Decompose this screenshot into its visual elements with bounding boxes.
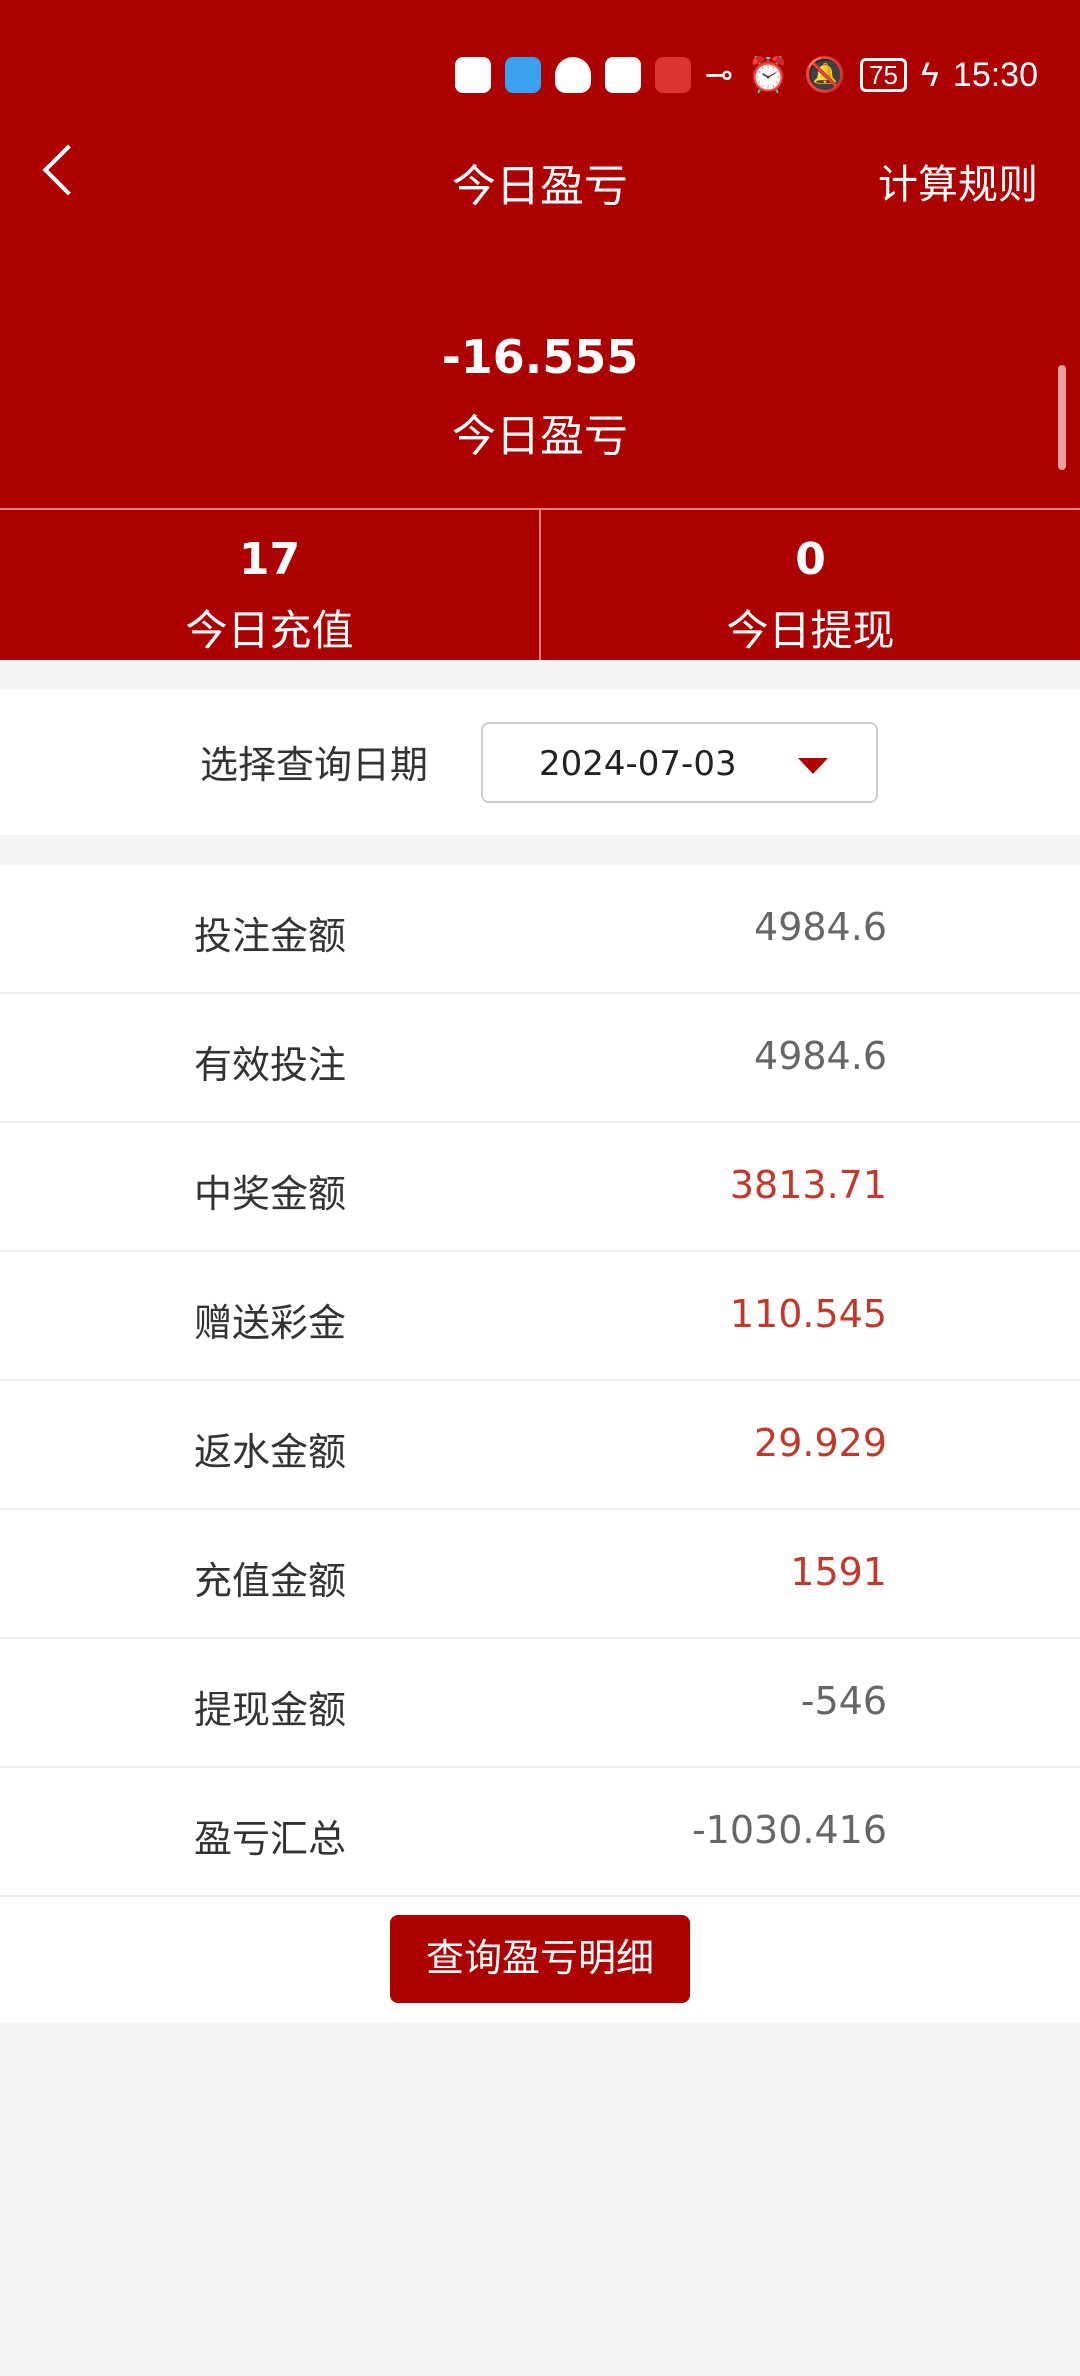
item-value: -546 bbox=[800, 1679, 887, 1723]
item-label: 有效投注 bbox=[194, 1043, 347, 1087]
battery-indicator: 75 bbox=[859, 58, 907, 92]
date-label: 选择查询日期 bbox=[200, 743, 429, 787]
item-value: 4984.6 bbox=[754, 905, 887, 949]
honor-diamond-app-icon bbox=[604, 57, 641, 93]
item-value: 3813.71 bbox=[729, 1163, 887, 1207]
query-detail-button[interactable]: 查询盈亏明细 bbox=[390, 1915, 690, 2003]
stat-recharge: 17 今日充值 bbox=[0, 510, 539, 660]
stat-value: 0 bbox=[795, 534, 826, 585]
stat-label: 今日提现 bbox=[726, 606, 895, 655]
caret-down-icon bbox=[798, 758, 828, 774]
page-title: 今日盈亏 bbox=[452, 161, 628, 212]
list-item: 赠送彩金 110.545 bbox=[0, 1252, 1080, 1381]
key-icon: ⊸ bbox=[704, 56, 734, 94]
stat-value: 17 bbox=[238, 534, 301, 585]
status-bar: ⊸ ⏰ 🔕 75 ϟ 15:30 bbox=[454, 40, 1038, 110]
item-label: 盈亏汇总 bbox=[194, 1817, 347, 1861]
alarm-icon: ⏰ bbox=[747, 56, 790, 94]
nav-bar: 今日盈亏 计算规则 bbox=[0, 130, 1080, 226]
today-profit-label: 今日盈亏 bbox=[452, 411, 628, 462]
rocket-app-icon bbox=[454, 57, 491, 93]
item-value: -1030.416 bbox=[691, 1808, 887, 1852]
header: ⊸ ⏰ 🔕 75 ϟ 15:30 今日盈亏 计算规则 -16.555 今日盈亏 … bbox=[0, 0, 1080, 660]
list-item: 充值金额 1591 bbox=[0, 1510, 1080, 1639]
item-label: 中奖金额 bbox=[194, 1172, 347, 1216]
calculation-rules-link[interactable]: 计算规则 bbox=[878, 162, 1038, 208]
button-area: 查询盈亏明细 bbox=[0, 1897, 1080, 2022]
mute-bell-icon: 🔕 bbox=[803, 56, 846, 94]
item-value: 110.545 bbox=[729, 1292, 887, 1336]
list-item: 盈亏汇总 -1030.416 bbox=[0, 1768, 1080, 1897]
list-item: 返水金额 29.929 bbox=[0, 1381, 1080, 1510]
red-app-icon bbox=[654, 57, 691, 93]
scrollbar[interactable] bbox=[1058, 365, 1066, 470]
item-label: 赠送彩金 bbox=[194, 1301, 347, 1345]
item-value: 4984.6 bbox=[754, 1034, 887, 1078]
list-item: 投注金额 4984.6 bbox=[0, 865, 1080, 994]
honor-bag-app-icon bbox=[504, 57, 541, 93]
stats-row: 17 今日充值 0 今日提现 bbox=[0, 508, 1080, 660]
stat-withdraw: 0 今日提现 bbox=[539, 510, 1080, 660]
summary-list: 投注金额 4984.6 有效投注 4984.6 中奖金额 3813.71 赠送彩金 110.5… bbox=[0, 865, 1080, 1897]
stat-label: 今日充值 bbox=[185, 606, 354, 655]
date-dropdown[interactable]: 2024-07-03 bbox=[481, 722, 878, 803]
item-label: 提现金额 bbox=[194, 1688, 347, 1732]
item-label: 充值金额 bbox=[194, 1559, 347, 1603]
clock: 15:30 bbox=[952, 55, 1038, 94]
date-value: 2024-07-03 bbox=[539, 744, 737, 784]
today-profit-value: -16.555 bbox=[441, 330, 639, 384]
item-label: 投注金额 bbox=[194, 914, 347, 958]
qq-icon bbox=[554, 57, 591, 93]
item-value: 1591 bbox=[790, 1550, 887, 1594]
list-item: 有效投注 4984.6 bbox=[0, 994, 1080, 1123]
charging-icon: ϟ bbox=[920, 55, 939, 94]
list-item: 提现金额 -546 bbox=[0, 1639, 1080, 1768]
item-value: 29.929 bbox=[754, 1421, 887, 1465]
item-label: 返水金额 bbox=[194, 1430, 347, 1474]
list-item: 中奖金额 3813.71 bbox=[0, 1123, 1080, 1252]
date-selector: 选择查询日期 2024-07-03 bbox=[0, 690, 1080, 835]
